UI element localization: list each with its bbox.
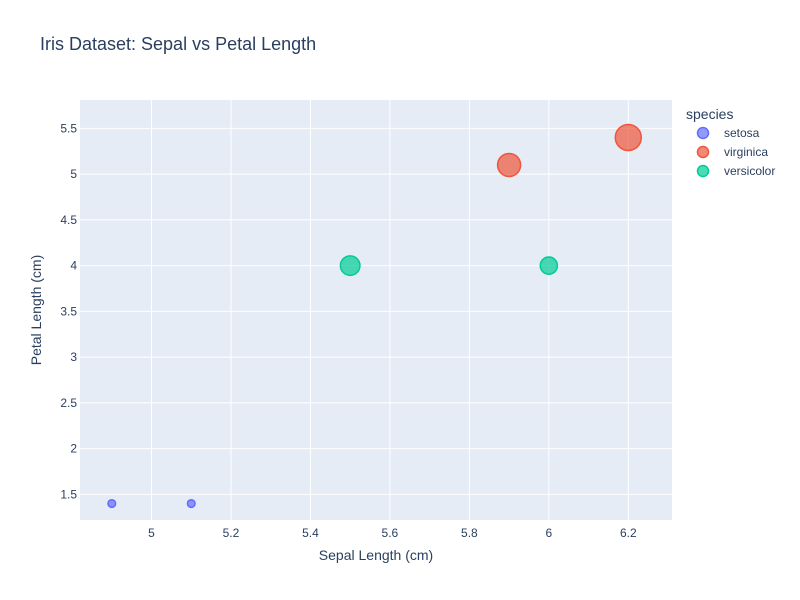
legend-label-virginica: virginica <box>724 145 768 159</box>
data-point-versicolor <box>539 256 559 275</box>
x-tick-label: 5 <box>148 526 155 540</box>
plot-area <box>80 100 672 520</box>
x-tick-label: 6 <box>545 526 552 540</box>
y-tick-label: 3 <box>70 350 77 364</box>
x-tick-labels: 5 5.2 5.4 5.6 5.8 6 6.2 <box>148 526 637 540</box>
x-tick-label: 5.2 <box>223 526 240 540</box>
y-tick-label: 1.5 <box>60 487 77 501</box>
y-tick-label: 2 <box>70 442 77 456</box>
x-tick-label: 6.2 <box>620 526 637 540</box>
y-tick-label: 2.5 <box>60 396 77 410</box>
legend-marker-versicolor <box>696 164 710 178</box>
y-gridlines <box>80 127 672 495</box>
data-point-setosa <box>186 498 196 509</box>
data-point-virginica <box>614 123 643 152</box>
legend-items: setosa virginica versicolor <box>696 126 775 178</box>
legend-label-setosa: setosa <box>724 126 760 140</box>
x-tick-label: 5.8 <box>461 526 478 540</box>
legend-title: species <box>686 106 733 122</box>
y-tick-label: 5 <box>70 167 77 181</box>
x-tick-label: 5.4 <box>302 526 319 540</box>
legend-marker-virginica <box>696 145 710 159</box>
y-tick-label: 5.5 <box>60 121 77 135</box>
legend-label-versicolor: versicolor <box>724 164 775 178</box>
data-point-versicolor <box>339 255 361 277</box>
y-tick-labels: 1.5 2 2.5 3 3.5 4 4.5 5 5.5 <box>60 121 77 501</box>
chart-title: Iris Dataset: Sepal vs Petal Length <box>40 34 316 54</box>
y-axis-title: Petal Length (cm) <box>28 255 44 366</box>
data-points <box>107 123 643 509</box>
y-tick-label: 4 <box>70 259 77 273</box>
x-axis-title: Sepal Length (cm) <box>319 547 433 563</box>
legend: species setosa virginica versicolor <box>686 106 775 178</box>
x-tick-label: 5.6 <box>382 526 399 540</box>
y-tick-label: 3.5 <box>60 304 77 318</box>
data-point-virginica <box>496 152 522 178</box>
y-tick-label: 4.5 <box>60 213 77 227</box>
data-point-setosa <box>107 498 117 509</box>
legend-marker-setosa <box>696 126 710 140</box>
x-gridlines <box>151 100 629 520</box>
